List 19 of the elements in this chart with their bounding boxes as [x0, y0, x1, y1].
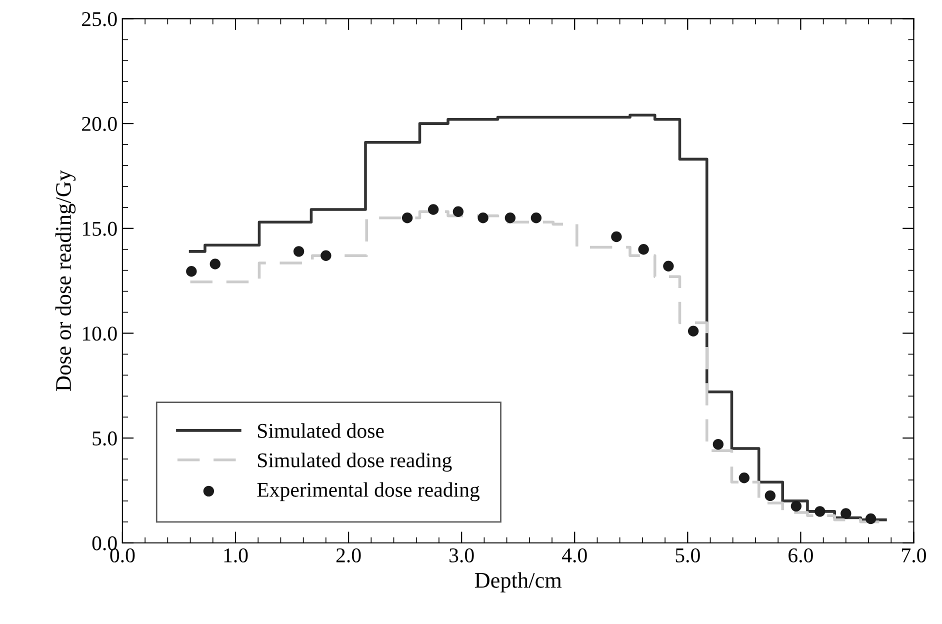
y-tick-label: 25.0 [82, 12, 117, 26]
x-tick-label: 4.0 [562, 548, 587, 562]
x-tick-label: 0.0 [110, 548, 135, 562]
legend-label: Experimental dose reading [257, 482, 480, 502]
x-tick-label: 5.0 [676, 548, 700, 562]
y-axis-title: Dose or dose reading/Gy [55, 170, 76, 391]
x-tick-label: 3.0 [450, 548, 474, 562]
y-tick-label: 15.0 [82, 222, 117, 236]
y-tick-label: 20.0 [82, 116, 117, 132]
x-tick-label: 2.0 [336, 548, 361, 562]
x-axis-title: Depth/cm [474, 572, 562, 592]
legend-label: Simulated dose [258, 423, 384, 438]
y-tick-label: 0.0 [92, 536, 117, 550]
x-tick-label: 7.0 [902, 548, 926, 562]
y-tick-label: 5.0 [92, 431, 117, 446]
legend-label: Simulated dose reading [258, 452, 452, 472]
y-tick-label: 10.0 [82, 326, 117, 341]
x-tick-label: 6.0 [788, 548, 813, 562]
x-tick-label: 1.0 [224, 548, 248, 562]
